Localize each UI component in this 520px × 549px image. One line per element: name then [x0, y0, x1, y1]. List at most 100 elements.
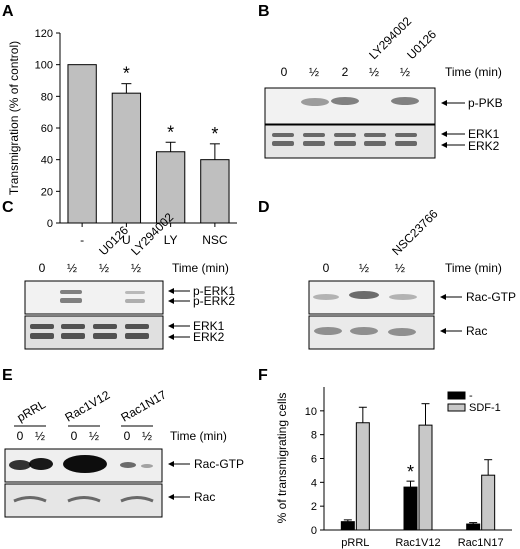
band — [9, 460, 31, 470]
panel-a-significance: * — [211, 124, 218, 144]
panel-d-lane-2: ½ — [395, 261, 405, 275]
panel-a: A Transmigration (% of control) 0 20 40 60 8… — [2, 3, 237, 247]
panel-a-ytick-label: 0 — [47, 218, 53, 230]
panel-letter-b: B — [258, 3, 270, 20]
panel-a-xtick-label: NSC — [202, 233, 228, 247]
panel-letter-f: F — [258, 367, 268, 384]
panel-b-erk-bands — [272, 133, 417, 146]
panel-a-chart: 0 20 40 60 80 100 120 - * U * LY * NSC — [35, 28, 237, 247]
panel-f: F % of transmigrating cells 0 2 4 6 8 10 pRRL *… — [258, 367, 512, 549]
panel-f-legend-swatch — [447, 403, 466, 412]
panel-c-blot-perk — [24, 280, 164, 315]
panel-b-blot-ppkb — [264, 87, 436, 125]
panel-b-lane-2: 2 — [342, 65, 349, 79]
panel-c-label-perk2: p-ERK2 — [193, 294, 235, 308]
panel-e-lane-4: 0 — [124, 429, 131, 443]
panel-a-bar — [155, 151, 186, 224]
panel-a-bar — [200, 159, 230, 224]
panel-b-lane-0: 0 — [281, 65, 288, 79]
panel-b-time-label: Time (min) — [445, 65, 502, 79]
arrowhead — [168, 323, 174, 329]
panel-f-bar — [481, 474, 496, 531]
panel-a-ylabel: Transmigration (% of control) — [7, 41, 21, 195]
panel-b-lane-1: ½ — [309, 65, 319, 79]
panel-b-treatment-u0126: U0126 — [404, 27, 439, 62]
band — [120, 462, 136, 468]
arrowhead — [168, 494, 174, 500]
arrowhead — [441, 142, 447, 148]
panel-f-xtick-label: Rac1V12 — [395, 537, 440, 549]
arrowhead — [441, 131, 447, 137]
panel-a-ytick-label: 80 — [41, 91, 53, 103]
panel-c-erk-bands — [30, 324, 149, 339]
arrowhead — [168, 288, 174, 294]
panel-c: C U0126 LY294002 0 ½ ½ ½ Time (min) p-ER… — [2, 199, 235, 350]
panel-e-group-rac1v12: Rac1V12 — [63, 388, 113, 425]
panel-b-lane-4: ½ — [400, 65, 410, 79]
band — [29, 458, 53, 470]
panel-c-label-erk2: ERK2 — [193, 330, 225, 344]
band — [67, 496, 101, 503]
band — [391, 97, 419, 105]
panel-c-lane-3: ½ — [131, 261, 141, 275]
panel-e-lane-2: 0 — [71, 429, 78, 443]
panel-e: E pRRL Rac1V12 Rac1N17 0 ½ 0 ½ 0 ½ Time … — [2, 367, 244, 518]
panel-f-ytick-label: 8 — [311, 430, 317, 442]
band — [388, 328, 416, 336]
arrowhead — [168, 461, 174, 467]
panel-c-perk-bands — [60, 290, 145, 303]
panel-a-ytick-label: 100 — [35, 60, 53, 72]
panel-e-label-rac: Rac — [194, 490, 215, 504]
panel-e-lane-3: ½ — [89, 429, 99, 443]
panel-f-chart: 0 2 4 6 8 10 pRRL * Rac1V12 Rac1N17 -SDF-1 — [305, 387, 512, 549]
panel-f-bar — [355, 422, 370, 531]
panel-d-time-label: Time (min) — [445, 261, 502, 275]
panel-letter-a: A — [2, 3, 14, 20]
panel-d-treatment-nsc: NSC23766 — [389, 206, 441, 258]
panel-letter-e: E — [2, 367, 13, 384]
panel-e-time-label: Time (min) — [170, 429, 227, 443]
panel-e-label-racgtp: Rac-GTP — [194, 457, 244, 471]
panel-d-label-rac: Rac — [466, 324, 487, 338]
panel-e-lane-1: ½ — [35, 429, 45, 443]
panel-f-ytick-label: 6 — [311, 454, 317, 466]
panel-d-lane-0: 0 — [323, 261, 330, 275]
panel-e-group-rac1n17: Rac1N17 — [119, 387, 170, 424]
panel-f-xtick-label: pRRL — [341, 537, 369, 549]
panel-c-blot-erk — [24, 315, 164, 350]
panel-e-blot-rac — [4, 483, 163, 518]
panel-a-bar — [111, 92, 142, 224]
panel-b: B LY294002 U0126 0 ½ 2 ½ ½ Time (min) p-… — [258, 3, 503, 159]
band — [350, 327, 378, 335]
panel-b-lane-3: ½ — [369, 65, 379, 79]
panel-c-lane-1: ½ — [67, 261, 77, 275]
band — [63, 455, 107, 473]
panel-b-label-erk2: ERK2 — [468, 139, 500, 153]
band — [313, 294, 339, 300]
band — [331, 97, 359, 105]
arrowhead — [168, 298, 174, 304]
panel-a-ytick-label: 20 — [41, 186, 53, 198]
band — [389, 294, 417, 300]
panel-f-ytick-label: 10 — [305, 406, 317, 418]
panel-f-legend-swatch — [447, 391, 466, 400]
panel-c-lane-2: ½ — [99, 261, 109, 275]
panel-d: D NSC23766 0 ½ ½ Time (min) Rac-GTP Rac — [258, 199, 516, 350]
panel-f-legend-label: SDF-1 — [469, 402, 501, 414]
band — [349, 291, 379, 299]
panel-letter-c: C — [2, 199, 14, 216]
panel-a-ytick-label: 120 — [35, 28, 53, 40]
panel-c-label-perk1: p-ERK1 — [193, 284, 235, 298]
panel-d-label-racgtp: Rac-GTP — [466, 290, 516, 304]
band — [301, 98, 329, 106]
panel-a-ytick-label: 40 — [41, 155, 53, 167]
panel-f-bar — [340, 521, 355, 531]
arrowhead — [440, 328, 446, 334]
panel-f-ylabel: % of transmigrating cells — [275, 393, 289, 524]
panel-f-ytick-label: 2 — [311, 501, 317, 513]
panel-e-lane-5: ½ — [142, 429, 152, 443]
panel-a-bar — [67, 64, 97, 224]
panel-a-significance: * — [167, 122, 174, 142]
panel-f-xtick-label: Rac1N17 — [458, 537, 504, 549]
